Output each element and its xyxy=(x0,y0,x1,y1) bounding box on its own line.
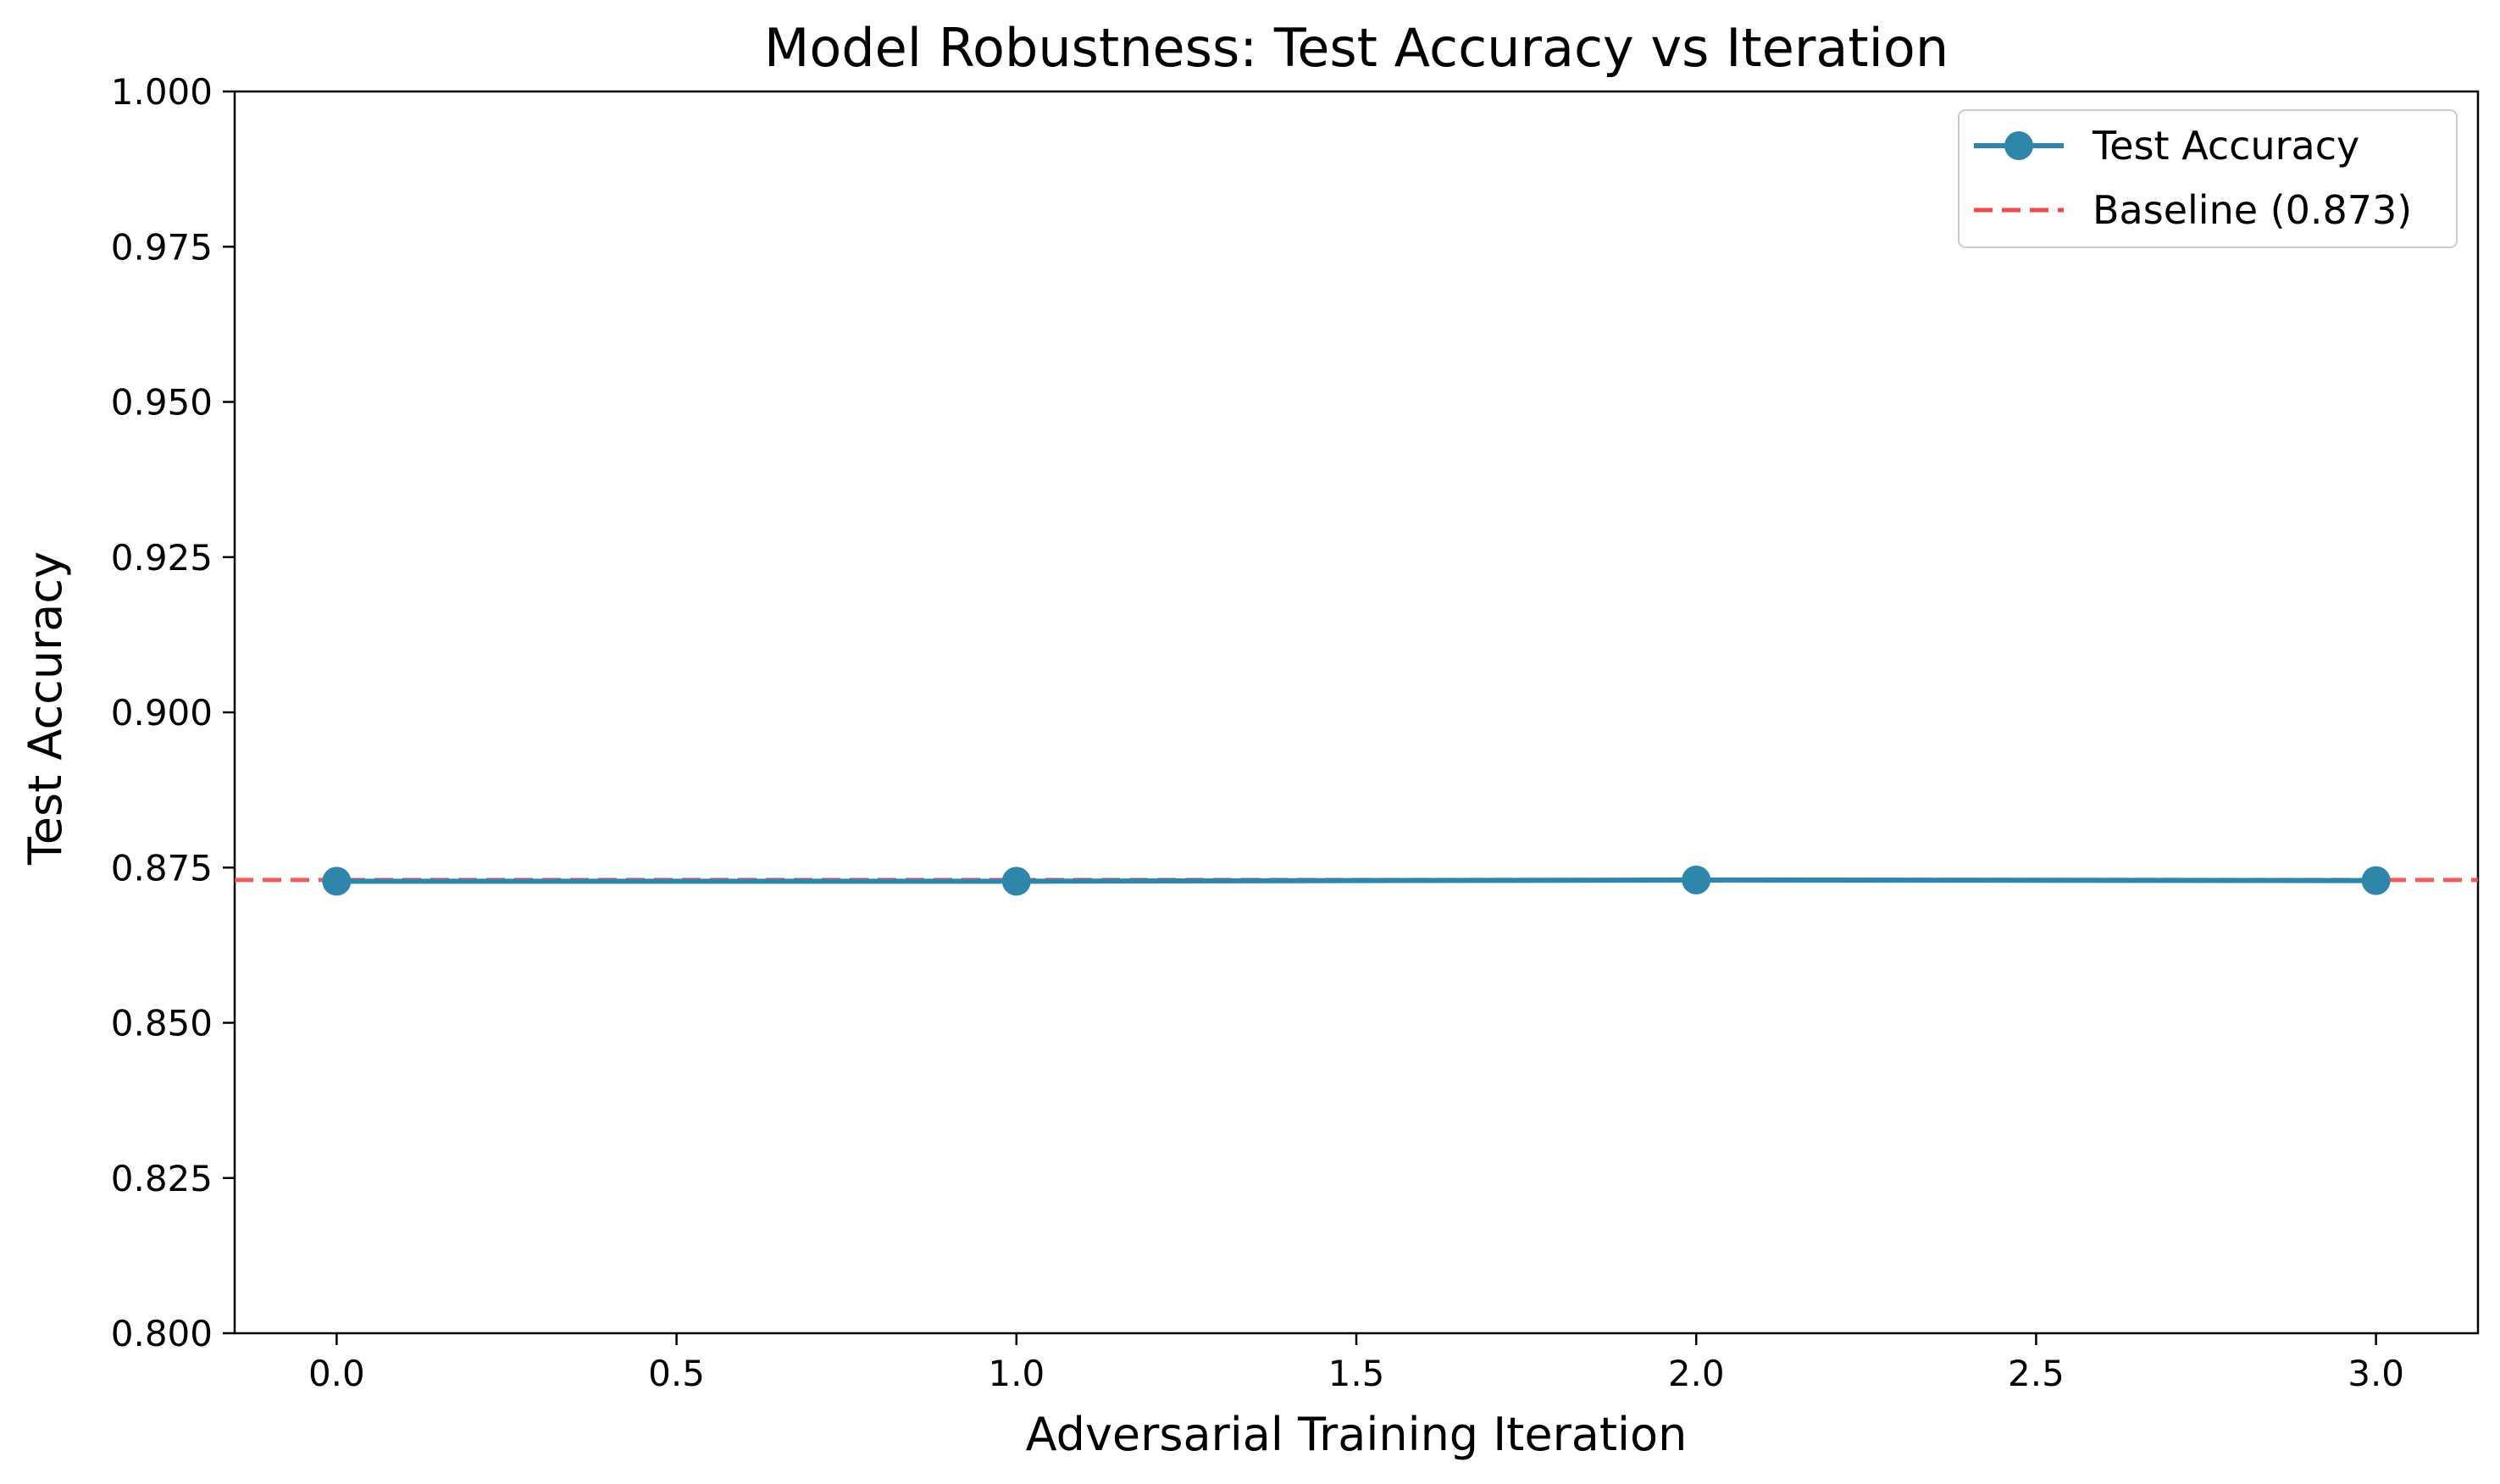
legend: Test Accuracy Baseline (0.873) xyxy=(1958,109,2458,248)
x-axis-label: Adversarial Training Iteration xyxy=(1026,1408,1688,1461)
series-layer xyxy=(235,865,2478,896)
series-line-0 xyxy=(336,877,2376,884)
data-point-0-0 xyxy=(322,867,352,896)
y-tick-label-0: 0.800 xyxy=(111,1313,213,1354)
data-point-0-2 xyxy=(1682,865,1711,894)
y-tick-label-5: 0.925 xyxy=(111,537,213,579)
x-tick-label-6: 3.0 xyxy=(2348,1353,2404,1394)
legend-marker-test-accuracy xyxy=(2004,131,2033,160)
y-tick-label-7: 0.975 xyxy=(111,226,213,268)
y-tick-label-8: 1.000 xyxy=(111,71,213,113)
x-tick-label-4: 2.0 xyxy=(1668,1353,1725,1394)
chart-title: Model Robustness: Test Accuracy vs Itera… xyxy=(764,17,1948,79)
data-point-0-3 xyxy=(2361,866,2391,895)
x-tick-label-5: 2.5 xyxy=(2008,1353,2065,1394)
x-tick-label-3: 1.5 xyxy=(1328,1353,1385,1394)
legend-label-baseline: Baseline (0.873) xyxy=(2093,187,2412,233)
legend-label-test-accuracy: Test Accuracy xyxy=(2092,123,2359,169)
x-tick-label-1: 0.5 xyxy=(648,1353,705,1394)
y-axis-label: Test Accuracy xyxy=(19,551,72,866)
y-tick-label-6: 0.950 xyxy=(111,382,213,424)
y-tick-label-2: 0.850 xyxy=(111,1003,213,1044)
y-tick-label-3: 0.875 xyxy=(111,847,213,889)
y-axis-ticks: 0.800 0.825 0.850 0.875 0.900 0.925 0.950 0.975… xyxy=(111,71,235,1354)
x-tick-label-0: 0.0 xyxy=(308,1353,365,1394)
x-axis-ticks: 0.0 0.5 1.0 1.5 2.0 2.5 3.0 xyxy=(308,1333,2404,1394)
x-tick-label-2: 1.0 xyxy=(988,1353,1045,1394)
y-tick-label-4: 0.900 xyxy=(111,692,213,734)
data-point-0-1 xyxy=(1001,867,1031,896)
y-tick-label-1: 0.825 xyxy=(111,1158,213,1199)
legend-frame xyxy=(1958,109,2458,248)
